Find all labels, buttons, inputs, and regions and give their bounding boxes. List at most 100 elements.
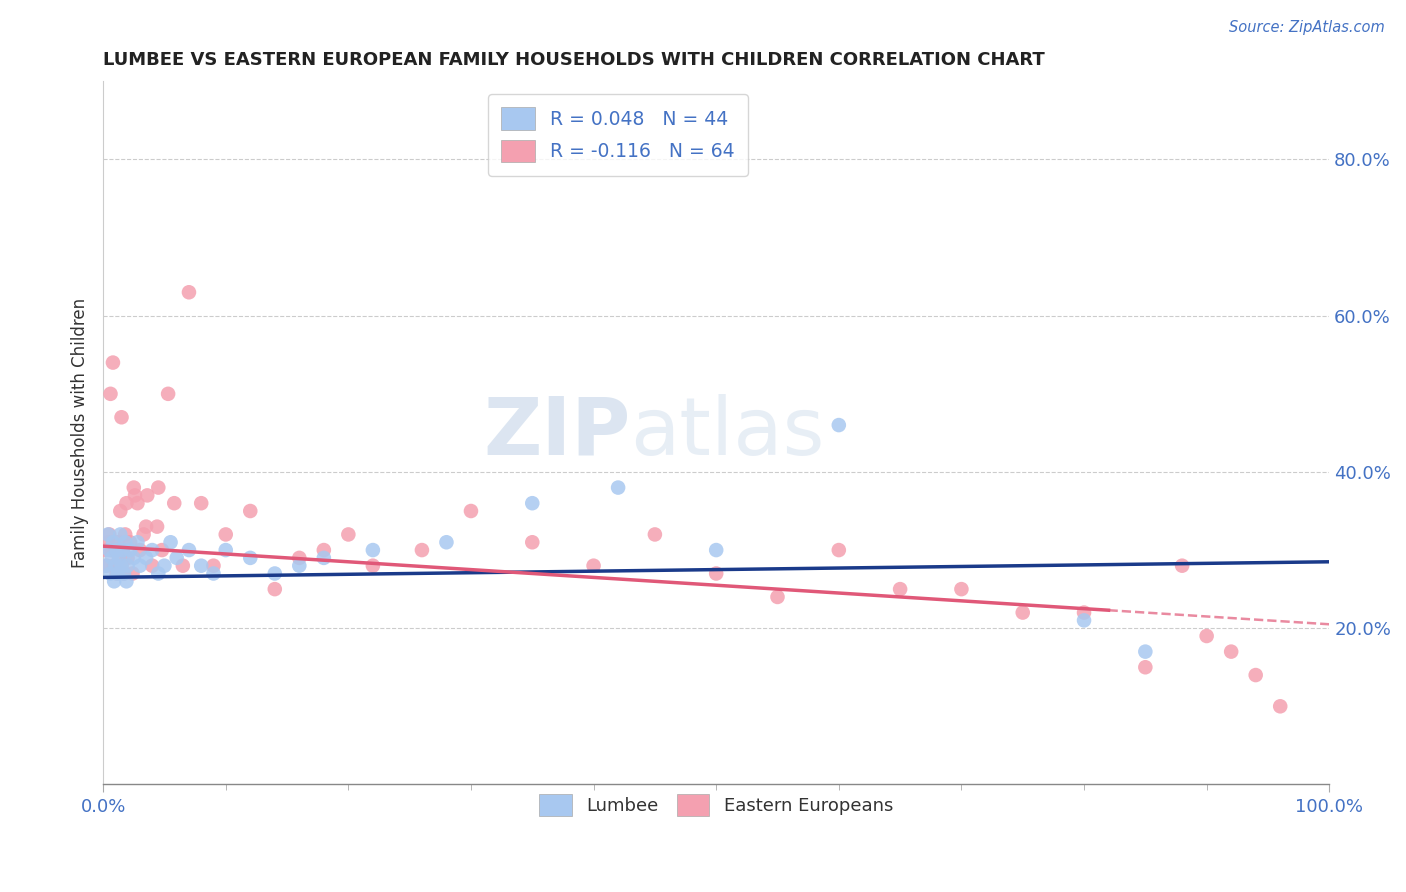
Point xyxy=(129,558,152,573)
Point xyxy=(141,543,163,558)
Point xyxy=(522,496,544,510)
Point xyxy=(135,550,157,565)
Point xyxy=(110,558,132,573)
Point xyxy=(644,527,666,541)
Point xyxy=(828,543,851,558)
Point xyxy=(121,566,143,581)
Point xyxy=(97,535,120,549)
Point xyxy=(436,535,458,549)
Point xyxy=(122,550,145,565)
Point xyxy=(215,543,238,558)
Point xyxy=(177,543,200,558)
Point xyxy=(122,481,145,495)
Point xyxy=(1073,613,1095,627)
Point xyxy=(1244,668,1267,682)
Point xyxy=(136,488,159,502)
Text: atlas: atlas xyxy=(630,394,825,472)
Point xyxy=(288,550,311,565)
Point xyxy=(112,566,135,581)
Point xyxy=(141,558,163,573)
Point xyxy=(263,582,285,596)
Point xyxy=(111,543,134,558)
Point xyxy=(1073,606,1095,620)
Point xyxy=(104,558,127,573)
Point xyxy=(177,285,200,300)
Point xyxy=(889,582,911,596)
Point xyxy=(1171,558,1194,573)
Point xyxy=(312,543,335,558)
Point xyxy=(114,527,136,541)
Point xyxy=(148,481,170,495)
Point xyxy=(127,535,149,549)
Point xyxy=(110,410,132,425)
Point xyxy=(828,418,851,433)
Point xyxy=(148,566,170,581)
Point xyxy=(522,535,544,549)
Point xyxy=(202,558,225,573)
Point xyxy=(112,566,135,581)
Point xyxy=(239,504,262,518)
Point xyxy=(288,558,311,573)
Point xyxy=(94,558,117,573)
Point xyxy=(117,550,139,565)
Point xyxy=(159,535,181,549)
Point xyxy=(157,387,180,401)
Point xyxy=(150,543,173,558)
Point xyxy=(108,550,131,565)
Point xyxy=(98,527,121,541)
Point xyxy=(110,504,132,518)
Point xyxy=(101,535,124,549)
Point xyxy=(107,535,129,549)
Point xyxy=(97,527,120,541)
Point xyxy=(607,481,630,495)
Point xyxy=(98,543,121,558)
Point xyxy=(190,496,212,510)
Point xyxy=(215,527,238,541)
Y-axis label: Family Households with Children: Family Households with Children xyxy=(72,298,89,568)
Point xyxy=(124,488,146,502)
Point xyxy=(115,574,138,589)
Point xyxy=(337,527,360,541)
Point xyxy=(100,543,122,558)
Point xyxy=(166,550,188,565)
Point xyxy=(1011,606,1033,620)
Point xyxy=(100,566,122,581)
Point xyxy=(120,543,142,558)
Point xyxy=(1195,629,1218,643)
Legend: Lumbee, Eastern Europeans: Lumbee, Eastern Europeans xyxy=(530,785,903,824)
Point xyxy=(114,535,136,549)
Point xyxy=(312,550,335,565)
Point xyxy=(153,558,176,573)
Point xyxy=(103,574,125,589)
Text: ZIP: ZIP xyxy=(484,394,630,472)
Point xyxy=(108,550,131,565)
Point xyxy=(239,550,262,565)
Point xyxy=(146,519,169,533)
Point xyxy=(704,566,727,581)
Point xyxy=(117,558,139,573)
Point xyxy=(101,355,124,369)
Point xyxy=(127,496,149,510)
Point xyxy=(96,558,118,573)
Point xyxy=(766,590,789,604)
Point xyxy=(110,527,132,541)
Point xyxy=(361,543,384,558)
Point xyxy=(94,543,117,558)
Point xyxy=(190,558,212,573)
Point xyxy=(120,535,142,549)
Point xyxy=(110,558,132,573)
Point xyxy=(263,566,285,581)
Point xyxy=(100,387,122,401)
Point xyxy=(107,566,129,581)
Point xyxy=(105,566,128,581)
Point xyxy=(111,543,134,558)
Point xyxy=(1270,699,1292,714)
Point xyxy=(132,527,155,541)
Point xyxy=(115,496,138,510)
Text: LUMBEE VS EASTERN EUROPEAN FAMILY HOUSEHOLDS WITH CHILDREN CORRELATION CHART: LUMBEE VS EASTERN EUROPEAN FAMILY HOUSEH… xyxy=(103,51,1045,69)
Point xyxy=(135,519,157,533)
Point xyxy=(129,543,152,558)
Point xyxy=(1220,645,1243,659)
Point xyxy=(172,558,194,573)
Point xyxy=(163,496,186,510)
